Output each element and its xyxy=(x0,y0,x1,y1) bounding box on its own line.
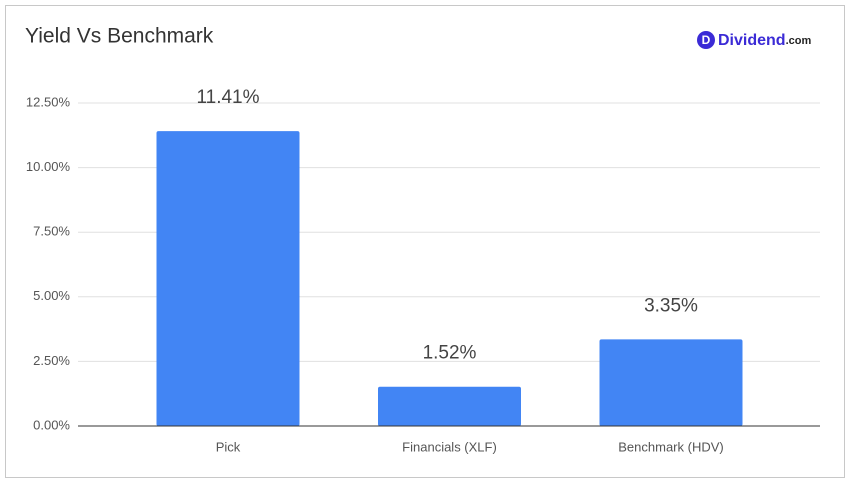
x-tick-label: Pick xyxy=(216,439,241,454)
y-tick-label: 5.00% xyxy=(33,288,70,303)
logo-icon-circle xyxy=(697,31,715,49)
y-tick-label: 12.50% xyxy=(26,94,71,109)
y-tick-label: 0.00% xyxy=(33,417,70,432)
value-label: 3.35% xyxy=(644,295,698,316)
bar xyxy=(378,386,521,426)
x-tick-label: Benchmark (HDV) xyxy=(618,439,723,454)
y-tick-label: 10.00% xyxy=(26,159,71,174)
bar xyxy=(599,339,743,426)
value-label: 11.41% xyxy=(196,87,259,108)
logo: D Dividend.com xyxy=(697,31,811,49)
logo-suffix: .com xyxy=(786,35,812,47)
x-tick-label: Financials (XLF) xyxy=(402,439,497,454)
chart-title: Yield Vs Benchmark xyxy=(25,25,214,48)
y-tick-label: 7.50% xyxy=(33,224,70,239)
logo-name-text: Dividend xyxy=(718,32,786,49)
value-label: 1.52% xyxy=(423,343,477,364)
logo-name: Dividend.com xyxy=(718,32,811,49)
y-tick-label: 2.50% xyxy=(33,353,70,368)
bar xyxy=(156,131,300,427)
logo-icon-letter: D xyxy=(702,33,711,47)
